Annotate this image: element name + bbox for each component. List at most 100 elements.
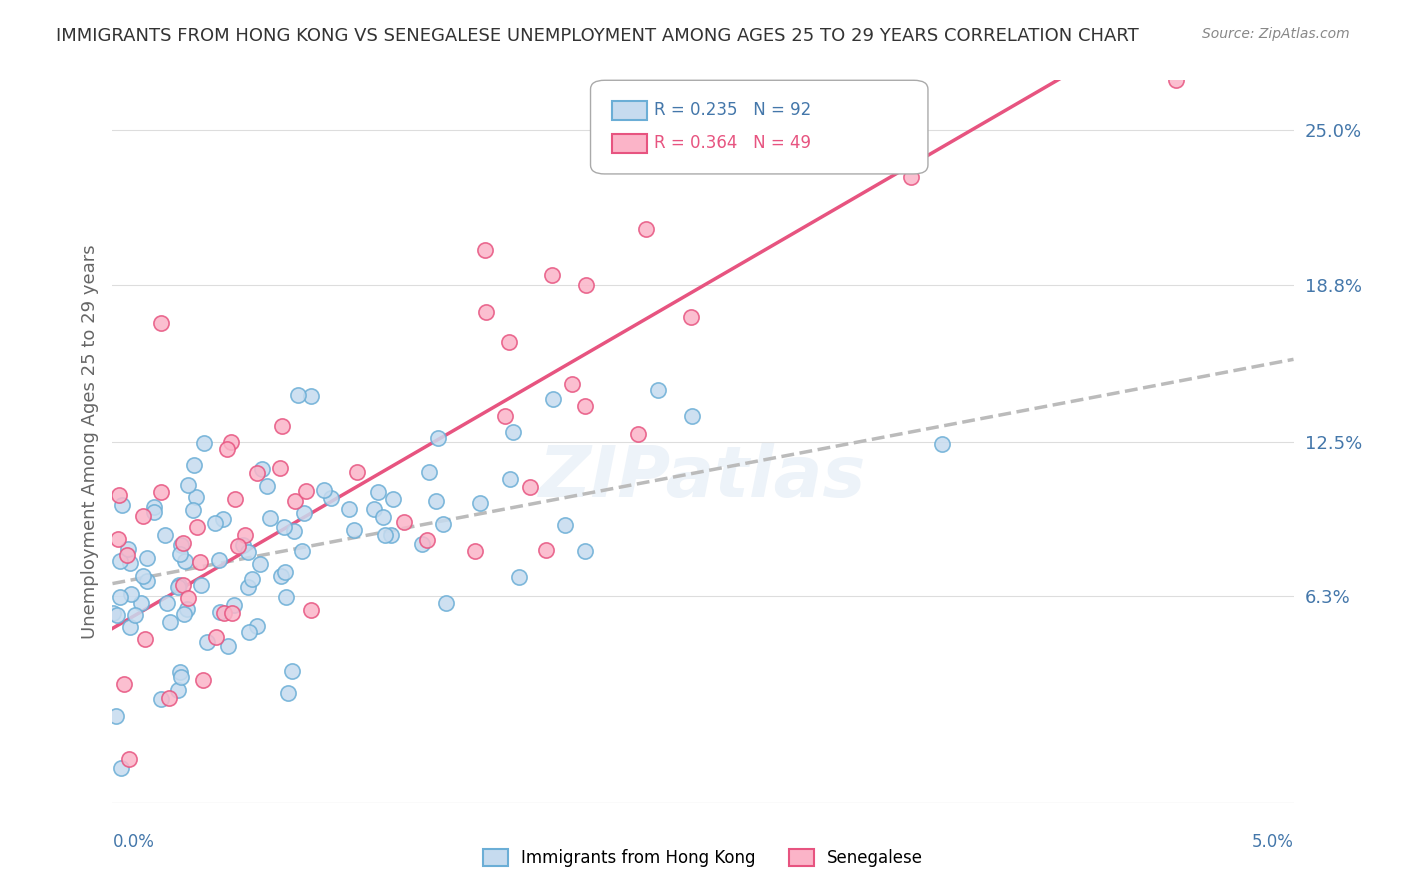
Point bbox=[188, 555, 211, 569]
Point bbox=[363, 502, 385, 516]
Point bbox=[117, 541, 139, 556]
Text: IMMIGRANTS FROM HONG KONG VS SENEGALESE UNEMPLOYMENT AMONG AGES 25 TO 29 YEARS C: IMMIGRANTS FROM HONG KONG VS SENEGALESE … bbox=[56, 27, 1139, 45]
Point bbox=[153, 528, 176, 542]
Point bbox=[191, 673, 214, 687]
Point bbox=[280, 665, 302, 679]
Point bbox=[343, 524, 366, 538]
Point bbox=[374, 528, 396, 542]
Text: 0.0%: 0.0% bbox=[112, 833, 155, 851]
Point bbox=[475, 304, 498, 318]
Point bbox=[110, 760, 132, 774]
Legend: Immigrants from Hong Kong, Senegalese: Immigrants from Hong Kong, Senegalese bbox=[482, 848, 924, 867]
Point bbox=[346, 465, 368, 479]
Point bbox=[246, 619, 269, 633]
Point bbox=[170, 670, 193, 684]
Point bbox=[411, 537, 433, 551]
Point bbox=[502, 425, 524, 439]
Point bbox=[498, 334, 520, 349]
Point bbox=[246, 466, 269, 480]
Point bbox=[269, 461, 291, 475]
Point bbox=[107, 488, 129, 502]
Point bbox=[284, 493, 307, 508]
Point bbox=[108, 554, 131, 568]
Point bbox=[204, 516, 226, 530]
Point bbox=[211, 511, 233, 525]
Point bbox=[156, 596, 179, 610]
Point bbox=[295, 484, 318, 499]
Point bbox=[208, 605, 231, 619]
Point bbox=[541, 392, 564, 407]
Point bbox=[270, 568, 292, 582]
Point bbox=[418, 465, 440, 479]
Point bbox=[494, 409, 516, 424]
Point bbox=[224, 598, 246, 612]
Point bbox=[426, 431, 449, 445]
Point bbox=[249, 558, 271, 572]
Point bbox=[292, 506, 315, 520]
Point bbox=[167, 580, 190, 594]
Point bbox=[554, 518, 576, 533]
Point bbox=[214, 607, 236, 621]
Point bbox=[931, 437, 953, 451]
Point bbox=[319, 491, 342, 505]
Point bbox=[236, 545, 259, 559]
Point bbox=[169, 547, 191, 561]
Point bbox=[636, 222, 658, 236]
Point bbox=[434, 595, 457, 609]
Point bbox=[149, 691, 172, 706]
Point bbox=[371, 510, 394, 524]
Point bbox=[167, 578, 190, 592]
Text: 5.0%: 5.0% bbox=[1251, 833, 1294, 851]
Point bbox=[299, 389, 322, 403]
Point bbox=[238, 625, 260, 640]
Point bbox=[157, 690, 180, 705]
Point bbox=[238, 580, 260, 594]
Point bbox=[425, 493, 447, 508]
Point bbox=[166, 683, 188, 698]
Point bbox=[233, 528, 256, 542]
Point bbox=[468, 496, 491, 510]
Point bbox=[561, 377, 583, 392]
Point bbox=[118, 752, 141, 766]
Point bbox=[392, 515, 415, 529]
Point bbox=[575, 278, 598, 293]
Point bbox=[541, 268, 564, 282]
Point bbox=[131, 596, 153, 610]
Point bbox=[186, 520, 208, 534]
Point bbox=[135, 550, 157, 565]
Point bbox=[647, 383, 669, 397]
Point bbox=[195, 635, 218, 649]
Point bbox=[159, 615, 181, 629]
Point bbox=[252, 462, 274, 476]
Point bbox=[190, 578, 212, 592]
Point bbox=[215, 442, 238, 457]
Point bbox=[174, 554, 197, 568]
Point bbox=[110, 498, 132, 512]
Point bbox=[499, 472, 522, 486]
Point bbox=[103, 607, 125, 621]
Point bbox=[132, 569, 155, 583]
Point bbox=[149, 316, 172, 330]
Point bbox=[177, 591, 200, 605]
Point bbox=[108, 590, 131, 604]
Text: R = 0.364   N = 49: R = 0.364 N = 49 bbox=[654, 134, 811, 152]
Point bbox=[432, 516, 454, 531]
Point bbox=[112, 677, 135, 691]
Point bbox=[221, 606, 243, 620]
Point bbox=[339, 502, 361, 516]
Point bbox=[508, 569, 530, 583]
Point bbox=[176, 602, 198, 616]
Point bbox=[124, 607, 146, 622]
Point bbox=[226, 539, 249, 553]
Y-axis label: Unemployment Among Ages 25 to 29 years: Unemployment Among Ages 25 to 29 years bbox=[80, 244, 98, 639]
Point bbox=[1164, 73, 1187, 87]
Point bbox=[183, 458, 205, 472]
Point bbox=[273, 520, 295, 534]
Point bbox=[177, 478, 200, 492]
Point bbox=[105, 607, 128, 622]
Point bbox=[256, 479, 278, 493]
Point bbox=[314, 483, 336, 498]
Point bbox=[627, 427, 650, 442]
Point bbox=[193, 435, 215, 450]
Point bbox=[219, 435, 242, 450]
